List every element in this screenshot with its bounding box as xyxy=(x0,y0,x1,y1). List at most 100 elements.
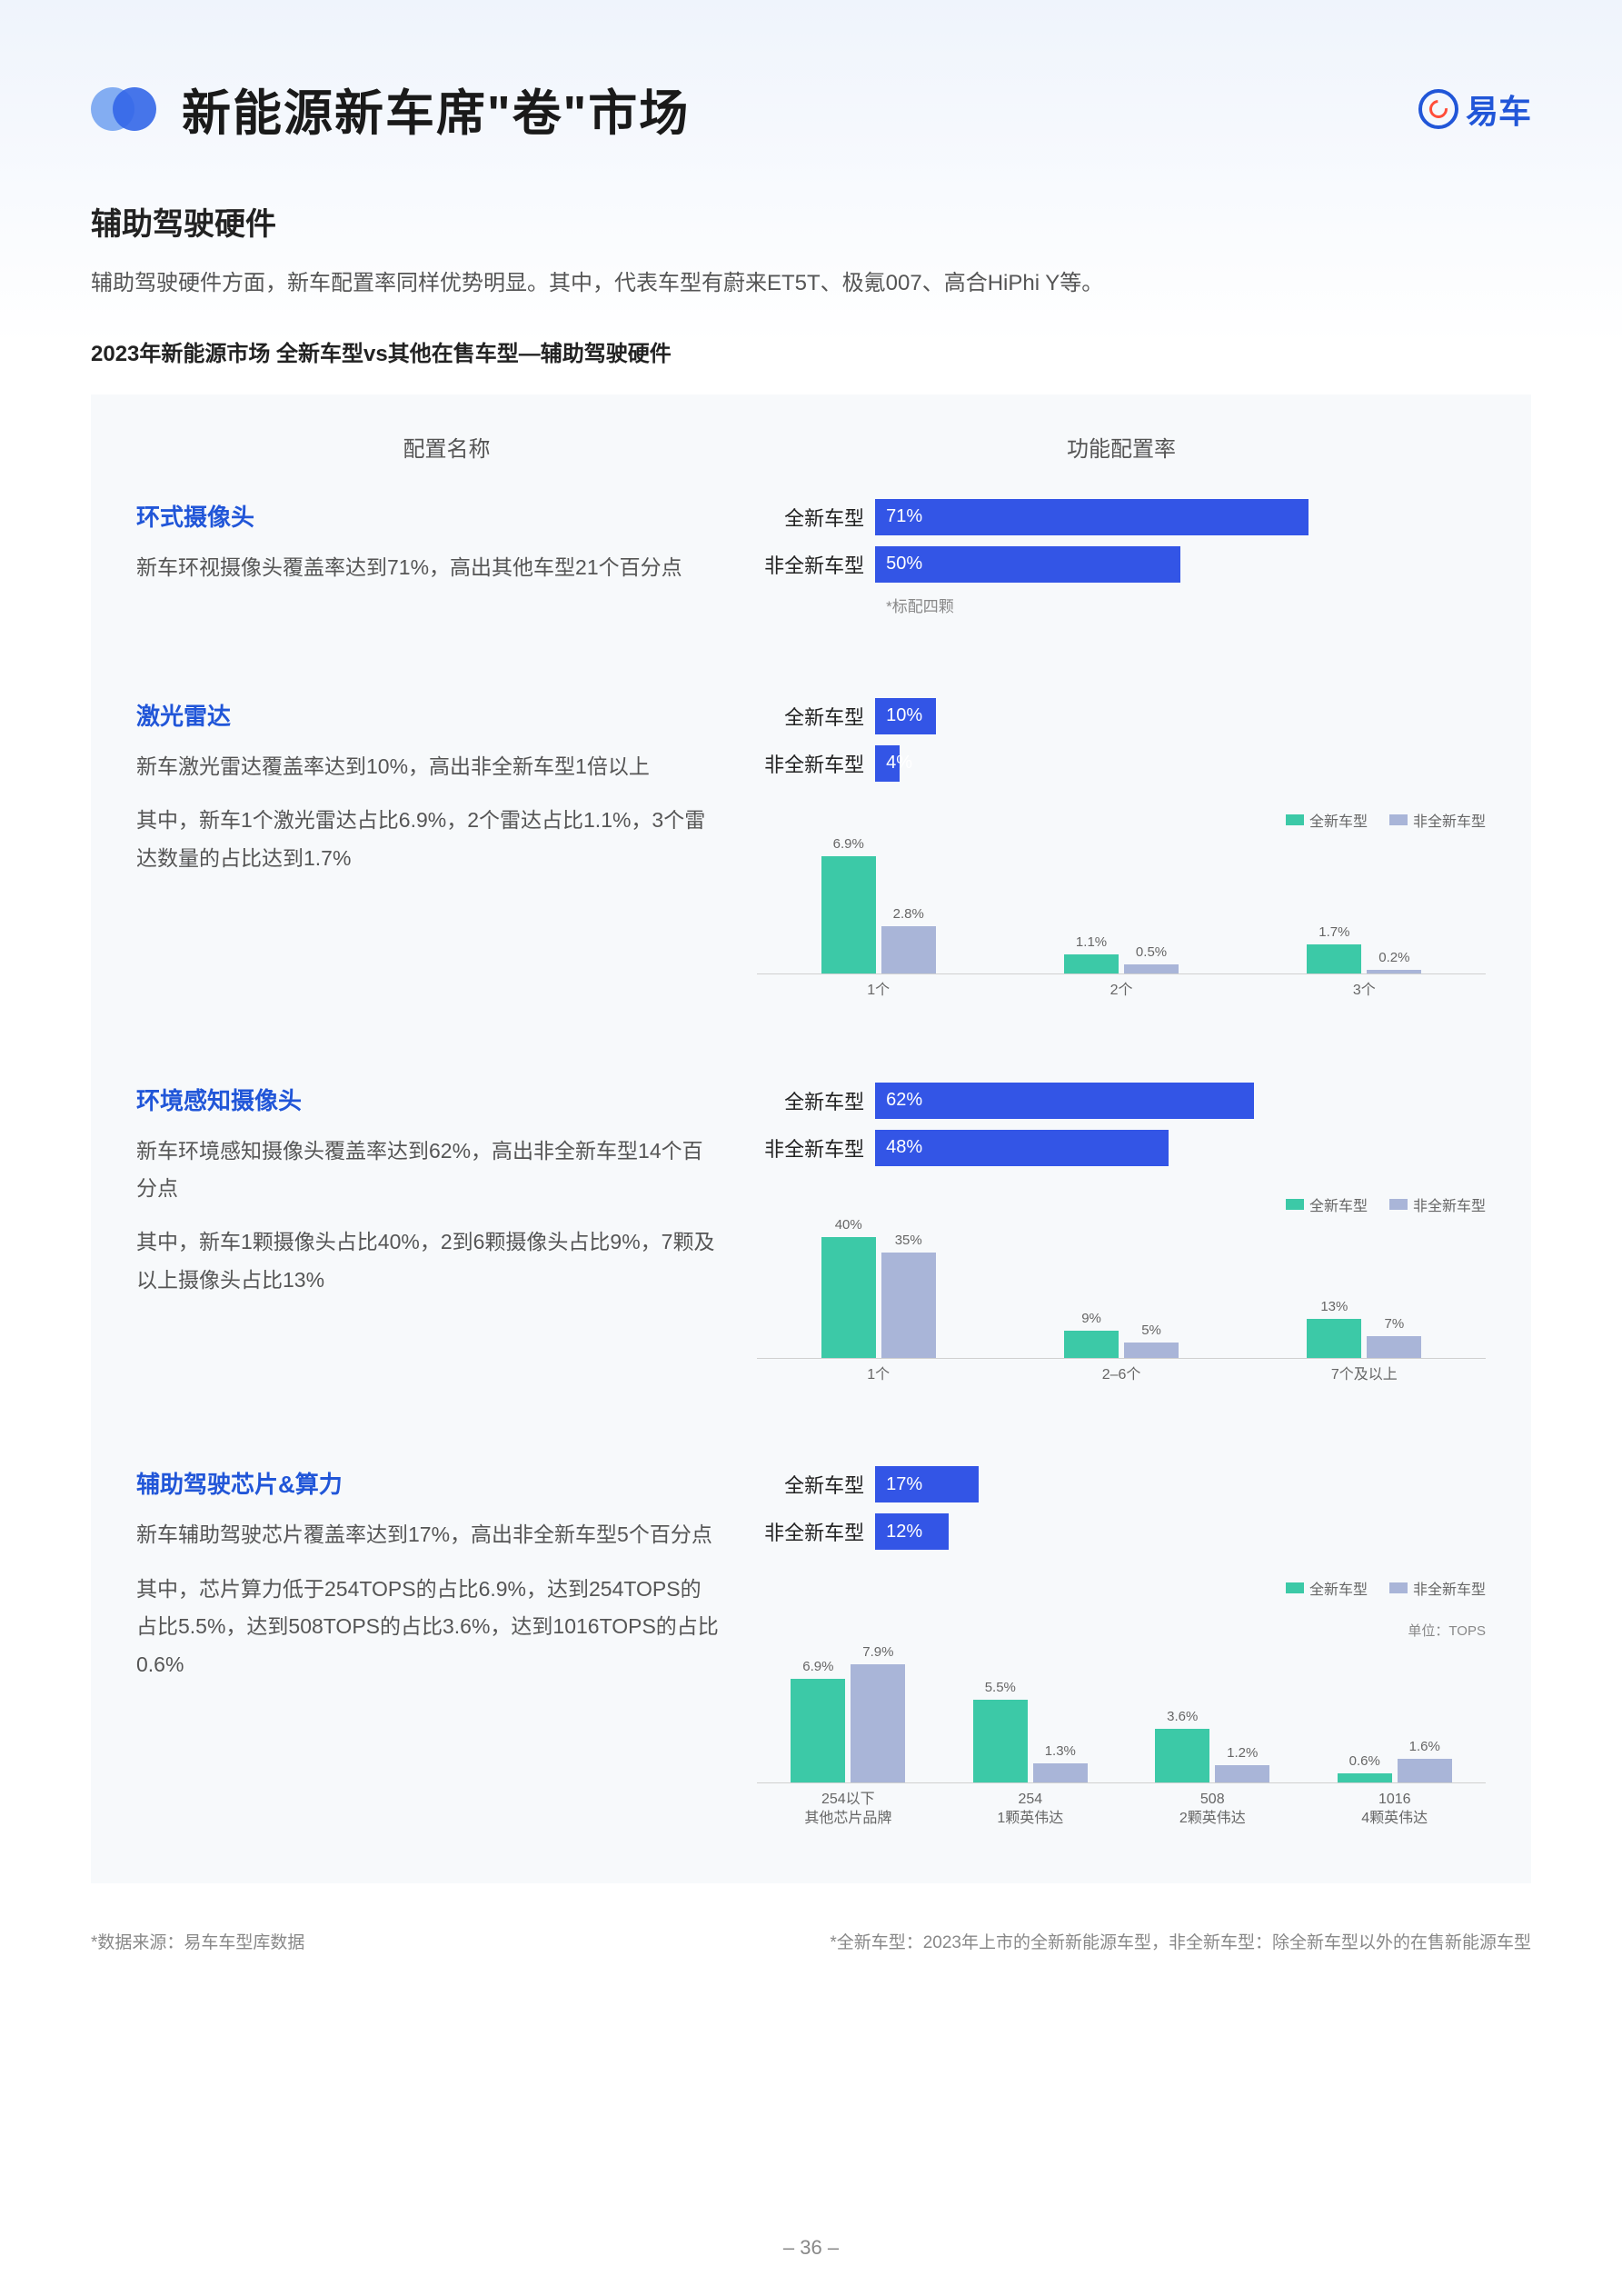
x-axis-label: 3个 xyxy=(1243,982,1486,1001)
hbar-fill: 48% xyxy=(875,1130,1169,1166)
feature-name: 激光雷达 xyxy=(136,698,757,732)
logo-icon xyxy=(1418,89,1458,129)
main-title: 新能源新车席"卷"市场 xyxy=(182,73,690,145)
bar-group: 40%35% xyxy=(757,1223,1000,1358)
bar-group: 1.1% 0.5% xyxy=(1000,838,1242,973)
x-axis-label: 2541颗英伟达 xyxy=(940,1791,1121,1829)
comparison-panel: 配置名称 功能配置率 环式摄像头新车环视摄像头覆盖率达到71%，高出其他车型21… xyxy=(91,394,1531,1883)
bar-group: 6.9%7.9% xyxy=(757,1647,939,1782)
bar-series-b: 35% xyxy=(881,1253,936,1358)
bar-series-a: 9% xyxy=(1064,1331,1119,1358)
bar-series-a: 1.1% xyxy=(1064,954,1119,973)
legend-item-a: 全新车型 xyxy=(1286,809,1368,831)
hbar-row: 全新车型10% xyxy=(757,698,1486,734)
chart-legend: 全新车型非全新车型单位：TOPS xyxy=(757,1577,1486,1640)
page-number: – 36 – xyxy=(783,2236,839,2260)
hbar-fill: 10% xyxy=(875,698,936,734)
x-axis-label: 1个 xyxy=(757,1366,1000,1385)
bar-series-a: 0.6% xyxy=(1338,1773,1392,1782)
hbar-row: 非全新车型50% xyxy=(757,546,1486,583)
x-axis-label: 2–6个 xyxy=(1000,1366,1242,1385)
feature-section: 环式摄像头新车环视摄像头覆盖率达到71%，高出其他车型21个百分点全新车型71%… xyxy=(136,499,1486,616)
bar-series-b: 2.8% xyxy=(881,926,936,973)
x-axis-label: 7个及以上 xyxy=(1243,1366,1486,1385)
hbar-fill: 4% xyxy=(875,745,900,782)
hbar-fill: 50% xyxy=(875,546,1180,583)
hbar-row: 非全新车型4% xyxy=(757,745,1486,782)
feature-desc: 新车环境感知摄像头覆盖率达到62%，高出非全新车型14个百分点 xyxy=(136,1133,757,1208)
hbar-row: 全新车型17% xyxy=(757,1466,1486,1502)
legend-item-b: 非全新车型 xyxy=(1389,1577,1486,1599)
legend-item-a: 全新车型 xyxy=(1286,1193,1368,1215)
section-subtitle: 辅助驾驶硬件 xyxy=(91,199,1531,244)
chart-title: 2023年新能源市场 全新车型vs其他在售车型—辅助驾驶硬件 xyxy=(91,335,1531,367)
hbar-label: 全新车型 xyxy=(757,702,875,731)
bar-series-a: 40% xyxy=(821,1237,876,1357)
hbar-fill: 71% xyxy=(875,499,1309,535)
hbar-label: 非全新车型 xyxy=(757,1517,875,1546)
hbar-label: 非全新车型 xyxy=(757,749,875,778)
hbar-label: 全新车型 xyxy=(757,1086,875,1115)
bar-group: 13%7% xyxy=(1243,1223,1486,1358)
title-decoration-icon xyxy=(91,85,164,134)
hbar-label: 非全新车型 xyxy=(757,550,875,579)
page-header: 新能源新车席"卷"市场 易车 xyxy=(91,73,1531,145)
x-axis-label: 1个 xyxy=(757,982,1000,1001)
footnote-definition: *全新车型：2023年上市的全新新能源车型，非全新车型：除全新车型以外的在售新能… xyxy=(830,1929,1531,1953)
feature-section: 激光雷达新车激光雷达覆盖率达到10%，高出非全新车型1倍以上其中，新车1个激光雷… xyxy=(136,698,1486,1001)
footnotes: *数据来源：易车车型库数据 *全新车型：2023年上市的全新新能源车型，非全新车… xyxy=(91,1929,1531,1953)
mini-bar-chart: 全新车型非全新车型单位：TOPS6.9%7.9%5.5%1.3%3.6%1.2%… xyxy=(757,1577,1486,1829)
feature-name: 辅助驾驶芯片&算力 xyxy=(136,1466,757,1500)
logo-text: 易车 xyxy=(1466,85,1531,133)
bar-group: 0.6% 1.6% xyxy=(1304,1647,1486,1782)
bar-series-a: 1.7% xyxy=(1307,944,1361,973)
bar-group: 5.5%1.3% xyxy=(940,1647,1121,1782)
bar-series-b: 0.2% xyxy=(1367,970,1421,973)
bar-series-b: 7.9% xyxy=(851,1664,905,1783)
col-header-left: 配置名称 xyxy=(136,431,757,463)
x-axis-label: 10164颗英伟达 xyxy=(1304,1791,1486,1829)
hbar-note: *标配四颗 xyxy=(886,594,1486,616)
hbar-row: 非全新车型12% xyxy=(757,1513,1486,1550)
bar-series-b: 1.6% xyxy=(1398,1759,1452,1782)
bar-series-b: 1.3% xyxy=(1033,1763,1088,1783)
chart-legend: 全新车型非全新车型 xyxy=(757,1193,1486,1215)
feature-name: 环式摄像头 xyxy=(136,499,757,533)
brand-logo: 易车 xyxy=(1418,85,1531,133)
x-axis-label: 254以下其他芯片品牌 xyxy=(757,1791,939,1829)
feature-desc: 新车环视摄像头覆盖率达到71%，高出其他车型21个百分点 xyxy=(136,549,757,586)
feature-section: 辅助驾驶芯片&算力新车辅助驾驶芯片覆盖率达到17%，高出非全新车型5个百分点其中… xyxy=(136,1466,1486,1829)
hbar-label: 全新车型 xyxy=(757,1470,875,1499)
legend-item-b: 非全新车型 xyxy=(1389,809,1486,831)
x-axis-label: 2个 xyxy=(1000,982,1242,1001)
hbar-fill: 12% xyxy=(875,1513,949,1550)
bar-group: 9% 5% xyxy=(1000,1223,1242,1358)
x-axis-label: 5082颗英伟达 xyxy=(1121,1791,1303,1829)
hbar-row: 全新车型62% xyxy=(757,1083,1486,1119)
bar-series-a: 6.9% xyxy=(821,856,876,973)
feature-desc: 新车辅助驾驶芯片覆盖率达到17%，高出非全新车型5个百分点 xyxy=(136,1516,757,1553)
feature-desc-2: 其中，芯片算力低于254TOPS的占比6.9%，达到254TOPS的占比5.5%… xyxy=(136,1571,757,1683)
section-description: 辅助驾驶硬件方面，新车配置率同样优势明显。其中，代表车型有蔚来ET5T、极氪00… xyxy=(91,265,1531,303)
hbar-label: 全新车型 xyxy=(757,503,875,532)
legend-item-b: 非全新车型 xyxy=(1389,1193,1486,1215)
bar-series-a: 13% xyxy=(1307,1319,1361,1358)
hbar-row: 全新车型71% xyxy=(757,499,1486,535)
bar-group: 6.9%2.8% xyxy=(757,838,1000,973)
feature-name: 环境感知摄像头 xyxy=(136,1083,757,1116)
mini-bar-chart: 全新车型非全新车型 40%35% 9% 5% 13%7% 1个2–6个7个及以上 xyxy=(757,1193,1486,1385)
chart-legend: 全新车型非全新车型 xyxy=(757,809,1486,831)
hbar-row: 非全新车型48% xyxy=(757,1130,1486,1166)
legend-item-a: 全新车型 xyxy=(1286,1577,1368,1599)
bar-series-a: 5.5% xyxy=(973,1700,1028,1782)
bar-group: 3.6% 1.2% xyxy=(1121,1647,1303,1782)
feature-desc: 新车激光雷达覆盖率达到10%，高出非全新车型1倍以上 xyxy=(136,748,757,785)
chart-unit: 单位：TOPS xyxy=(757,1621,1486,1640)
bar-series-b: 1.2% xyxy=(1215,1765,1269,1783)
hbar-label: 非全新车型 xyxy=(757,1133,875,1163)
bar-series-a: 3.6% xyxy=(1155,1729,1209,1783)
mini-bar-chart: 全新车型非全新车型 6.9%2.8% 1.1% 0.5% 1.7% 0.2% 1个2个3个 xyxy=(757,809,1486,1001)
bar-series-b: 5% xyxy=(1124,1343,1179,1358)
bar-series-b: 0.5% xyxy=(1124,964,1179,973)
col-header-right: 功能配置率 xyxy=(757,431,1486,463)
